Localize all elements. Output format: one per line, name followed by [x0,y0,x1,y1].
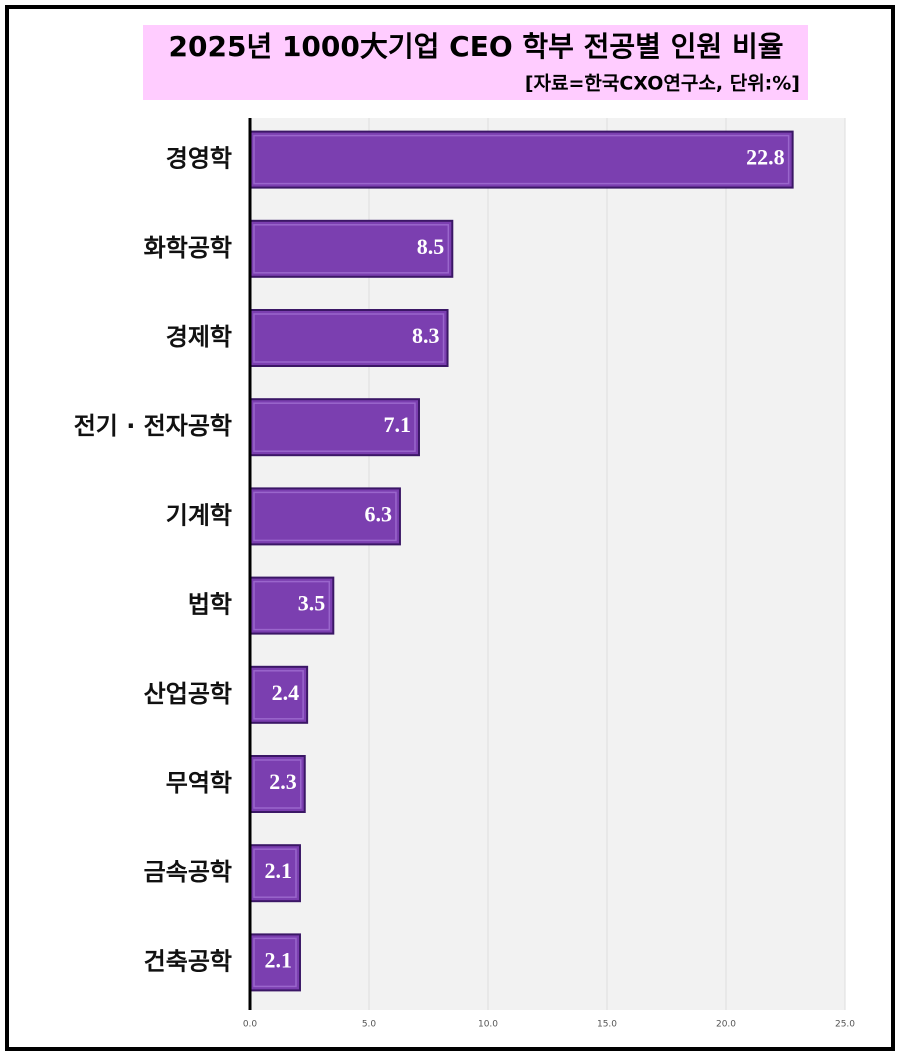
bar [249,576,335,635]
y-tick-label: 무역학 [166,769,232,797]
x-tick-label: 10.0 [478,1020,498,1030]
bar-bevel [253,937,297,988]
bar-bevel [253,491,397,542]
x-tick-label: 20.0 [716,1020,736,1030]
x-tick-label: 5.0 [362,1020,377,1030]
bar-bevel [253,670,304,720]
bar [249,309,449,367]
title-box [143,25,808,100]
x-tick-label: 25.0 [835,1020,855,1030]
y-tick-label: 경영학 [166,145,232,173]
value-label: 7.1 [383,412,411,437]
y-tick-label: 기계학 [166,501,232,529]
y-tick-label: 경제학 [166,323,232,351]
value-label: 6.3 [364,501,392,526]
y-tick-label: 화학공학 [144,234,232,262]
y-tick-label: 전기 · 전자공학 [74,412,232,440]
value-label: 2.4 [272,680,300,705]
value-label: 3.5 [298,591,326,616]
bar-bevel [253,759,302,809]
x-tick-label: 0.0 [243,1020,258,1030]
bar-bevel [253,313,445,363]
value-label: 8.5 [417,234,445,259]
value-label: 8.3 [412,323,440,348]
bar [249,844,301,903]
chart-subtitle: [자료=한국CXO연구소, 단위:%] [525,73,800,95]
bar [249,755,306,813]
chart-title: 2025년 1000大기업 CEO 학부 전공별 인원 비율 [169,30,784,63]
bar [249,219,454,278]
value-label: 2.1 [264,947,292,972]
y-tick-label: 금속공학 [144,858,232,886]
bar [249,665,309,724]
bar-bevel [253,402,416,452]
value-label: 2.3 [269,769,297,794]
bar-bevel [253,224,450,274]
bar-bevel [253,580,331,631]
y-tick-label: 건축공학 [144,947,232,975]
value-label: 2.1 [264,858,292,883]
bar [249,398,420,457]
value-label: 22.8 [746,145,785,170]
y-tick-label: 법학 [188,591,232,619]
x-tick-label: 15.0 [597,1020,617,1030]
bar-bevel [253,848,297,898]
y-tick-label: 산업공학 [144,680,232,708]
bar [249,130,794,189]
bar-bevel [253,134,790,185]
bar [249,933,301,992]
